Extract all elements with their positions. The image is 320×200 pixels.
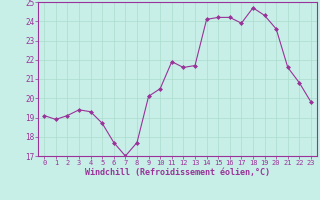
X-axis label: Windchill (Refroidissement éolien,°C): Windchill (Refroidissement éolien,°C) [85,168,270,177]
